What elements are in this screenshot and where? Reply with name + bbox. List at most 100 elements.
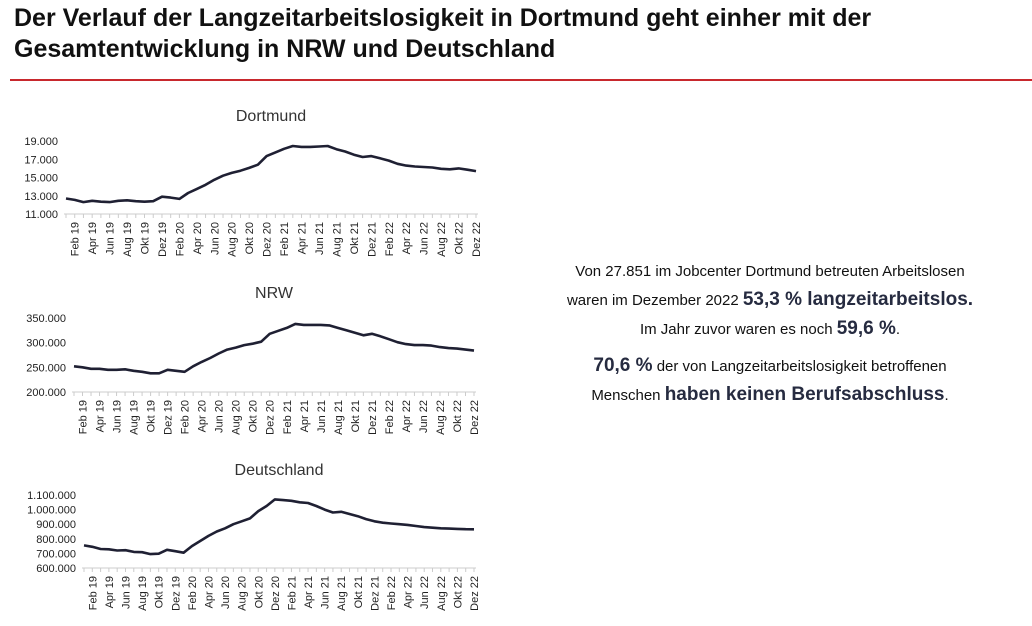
y-tick-label: 1.100.000 xyxy=(27,490,76,502)
info-text: Von 27.851 im Jobcenter Dortmund betreut… xyxy=(510,258,1030,410)
x-tick-label: Aug 22 xyxy=(436,576,448,611)
page-title: Der Verlauf der Langzeitarbeitslosigkeit… xyxy=(14,4,872,63)
x-tick-label: Apr 19 xyxy=(104,576,116,608)
title-divider xyxy=(10,79,1032,81)
x-tick-label: Jun 20 xyxy=(214,400,226,433)
x-tick-label: Apr 22 xyxy=(401,400,413,432)
x-tick-label: Feb 22 xyxy=(384,222,396,256)
x-tick-label: Apr 21 xyxy=(297,222,309,254)
x-tick-label: Okt 20 xyxy=(244,222,256,254)
x-tick-label: Feb 19 xyxy=(78,400,90,434)
x-tick-label: Dez 21 xyxy=(366,222,378,257)
y-tick-label: 15.000 xyxy=(24,173,58,185)
x-tick-label: Apr 21 xyxy=(299,400,311,432)
y-tick-label: 11.000 xyxy=(25,209,58,221)
x-tick-label: Aug 20 xyxy=(227,222,239,257)
x-tick-label: Aug 20 xyxy=(231,400,243,435)
x-tick-label: Dez 21 xyxy=(367,400,379,435)
chart-deutschland-svg: Deutschland 600.000 700.000 800.000 900.000 1… xyxy=(27,462,481,611)
chart-title-deutschland: Deutschland xyxy=(235,462,324,479)
x-tick-label: Aug 19 xyxy=(137,576,149,611)
x-tick-label: Apr 19 xyxy=(87,222,99,254)
series-line-deutschland xyxy=(83,498,475,556)
x-tick-label: Feb 19 xyxy=(87,576,99,610)
info-line-1: Von 27.851 im Jobcenter Dortmund betreut… xyxy=(510,258,1030,286)
chart-nrw-svg: NRW 200.000 250.000 300.000 350.000 Feb 19 Apr… xyxy=(26,285,481,435)
x-tick-label: Feb 21 xyxy=(286,576,298,610)
x-tick-label: Aug 22 xyxy=(435,400,447,435)
y-tick-label: 250.000 xyxy=(26,362,66,374)
x-tick-label: Dez 19 xyxy=(157,222,169,257)
y-tick-label: 200.000 xyxy=(26,387,66,399)
info-text-1a: Von 27.851 im Jobcenter Dortmund betreut… xyxy=(575,263,965,280)
x-tick-label: Jun 21 xyxy=(320,576,332,609)
y-tick-label: 13.000 xyxy=(24,191,58,203)
info-text-2b: Menschen xyxy=(591,387,665,404)
series-line-dortmund xyxy=(65,144,477,204)
x-tick-label: Apr 20 xyxy=(197,400,209,432)
x-tick-label: Apr 21 xyxy=(303,576,315,608)
info-line-2: waren im Dezember 2022 53,3 % langzeitar… xyxy=(510,286,1030,315)
highlight-70-6: 70,6 % xyxy=(593,355,653,376)
x-tick-label: Dez 21 xyxy=(369,576,381,611)
x-tick-label: Jun 20 xyxy=(209,222,221,255)
x-tick-label: Jun 21 xyxy=(316,400,328,433)
x-tick-label: Dez 22 xyxy=(469,576,481,611)
info-text-1c: Im Jahr zuvor waren es noch xyxy=(639,321,837,338)
x-tick-label: Apr 20 xyxy=(192,222,204,254)
y-tick-label: 350.000 xyxy=(26,313,66,325)
x-tick-label: Jun 21 xyxy=(314,222,326,255)
highlight-59-6: 59,6 % xyxy=(836,318,896,339)
x-tick-label: Dez 20 xyxy=(265,400,277,435)
x-tick-label: Dez 20 xyxy=(270,576,282,611)
series-line-nrw xyxy=(73,322,475,375)
chart-deutschland: Deutschland 600.000 700.000 800.000 900.000 1… xyxy=(0,455,500,626)
y-tick-label: 17.000 xyxy=(24,154,58,166)
x-tick-label: Dez 19 xyxy=(163,400,175,435)
y-tick-label: 900.000 xyxy=(36,519,76,531)
x-tick-label: Apr 22 xyxy=(403,576,415,608)
x-tick-label: Okt 22 xyxy=(452,576,464,608)
chart-title-dortmund: Dortmund xyxy=(236,108,306,125)
x-tick-label: Jun 19 xyxy=(120,576,132,609)
info-text-2c: . xyxy=(944,387,949,404)
x-tick-label: Okt 21 xyxy=(349,222,361,254)
x-tick-label: Aug 22 xyxy=(436,222,448,257)
x-tick-label: Feb 22 xyxy=(384,400,396,434)
x-tick-label: Dez 20 xyxy=(262,222,274,257)
x-tick-label: Feb 20 xyxy=(187,576,199,610)
x-tick-label: Feb 20 xyxy=(180,400,192,434)
info-line-3: Im Jahr zuvor waren es noch 59,6 %. xyxy=(510,315,1030,344)
y-tick-label: 1.000.000 xyxy=(27,505,76,517)
chart-dortmund-svg: Dortmund 11.000 13.000 15.000 17.000 19.000 Fe… xyxy=(24,108,483,257)
x-tick-label: Okt 22 xyxy=(452,400,464,432)
x-tick-label: Okt 20 xyxy=(248,400,260,432)
x-tick-label: Aug 21 xyxy=(333,400,345,435)
x-tick-label: Okt 21 xyxy=(353,576,365,608)
chart-nrw: NRW 200.000 250.000 300.000 350.000 Feb 19 Apr… xyxy=(0,278,500,458)
info-text-2a: der von Langzeitarbeitslosigkeit betroff… xyxy=(652,358,947,375)
x-tick-label: Apr 19 xyxy=(95,400,107,432)
x-tick-label: Okt 19 xyxy=(140,222,152,254)
chart-dortmund: Dortmund 11.000 13.000 15.000 17.000 19.000 Fe… xyxy=(0,100,500,275)
info-text-1d: . xyxy=(895,321,901,338)
x-tick-label: Dez 22 xyxy=(469,400,481,435)
x-tick-label: Aug 19 xyxy=(122,222,134,257)
x-tick-label: Aug 21 xyxy=(331,222,343,257)
x-tick-label: Feb 19 xyxy=(70,222,82,256)
x-tick-label: Jun 20 xyxy=(220,576,232,609)
x-tick-label: Apr 20 xyxy=(203,576,215,608)
highlight-no-degree: haben keinen Berufsabschluss xyxy=(664,384,945,405)
y-tick-label: 800.000 xyxy=(36,534,76,546)
x-tick-label: Okt 19 xyxy=(154,576,166,608)
y-tick-label: 19.000 xyxy=(24,136,58,148)
x-tick-label: Aug 19 xyxy=(129,400,141,435)
info-text-1b: waren im Dezember 2022 xyxy=(566,292,743,309)
x-tick-label: Okt 22 xyxy=(454,222,466,254)
y-tick-label: 700.000 xyxy=(36,548,76,560)
x-tick-label: Jun 22 xyxy=(418,400,430,433)
x-tick-label: Okt 19 xyxy=(146,400,158,432)
info-line-5: Menschen haben keinen Berufsabschluss. xyxy=(510,381,1030,410)
x-tick-label: Feb 20 xyxy=(174,222,186,256)
x-tick-label: Feb 21 xyxy=(279,222,291,256)
